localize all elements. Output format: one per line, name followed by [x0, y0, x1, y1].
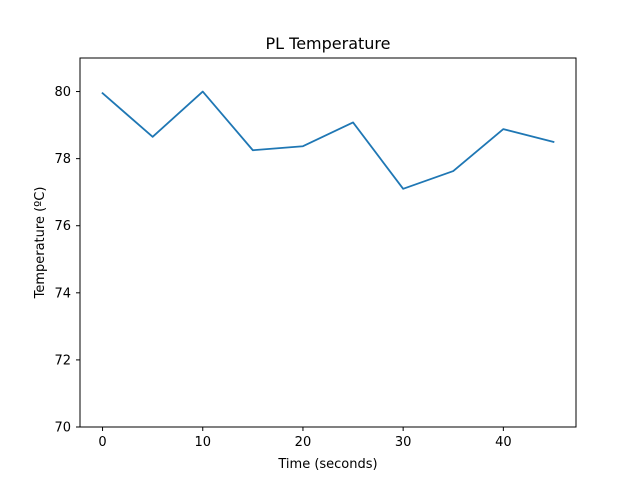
y-axis-ticks: 70 72 74 76 78 80	[54, 85, 80, 436]
axes-frame	[79, 57, 577, 428]
y-tick-label: 80	[54, 85, 71, 100]
y-tick-label: 74	[54, 286, 71, 301]
y-tick-label: 76	[54, 219, 71, 234]
y-tick-label: 78	[54, 152, 71, 167]
x-tick-label: 40	[495, 435, 512, 450]
plot-area	[101, 90, 555, 190]
series-line	[101, 90, 555, 190]
y-tick-label: 72	[54, 353, 71, 368]
chart-title: PL Temperature	[266, 34, 391, 53]
y-axis-label: Temperature (ºC)	[33, 187, 48, 300]
x-tick-label: 30	[395, 435, 412, 450]
x-tick-label: 0	[98, 435, 106, 450]
x-tick-label: 10	[194, 435, 211, 450]
y-tick-label: 70	[54, 421, 71, 436]
x-axis-ticks: 0 10 20 30 40	[98, 427, 512, 450]
x-axis-label: Time (seconds)	[277, 457, 377, 472]
x-tick-label: 20	[295, 435, 312, 450]
